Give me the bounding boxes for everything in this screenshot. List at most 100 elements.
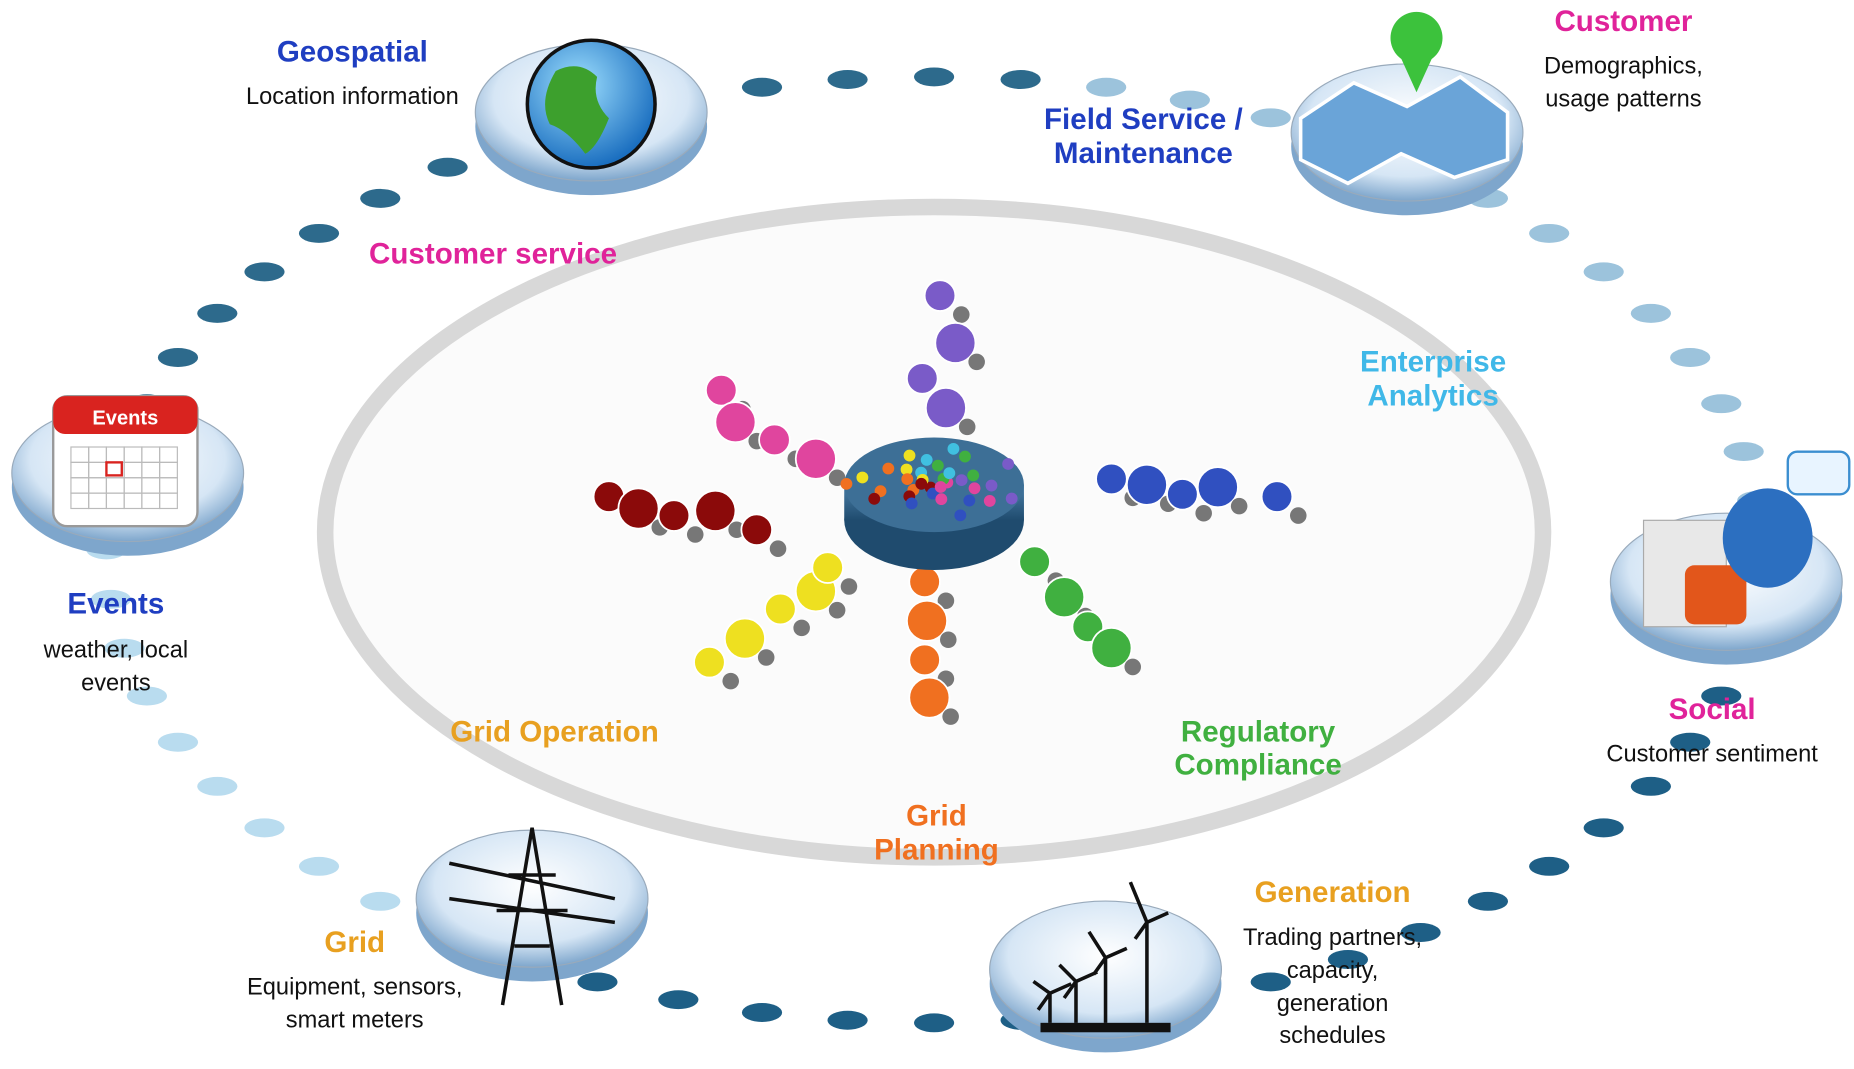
ball bbox=[1096, 464, 1127, 495]
ball bbox=[765, 594, 796, 625]
ball bbox=[715, 402, 755, 442]
ball bbox=[925, 280, 956, 311]
ring-dash bbox=[827, 1011, 867, 1030]
ring-dash bbox=[827, 70, 867, 89]
hub-ball bbox=[901, 473, 913, 485]
ball-small bbox=[1290, 507, 1307, 524]
ring-dash bbox=[1001, 70, 1041, 89]
ring-dash bbox=[244, 818, 284, 837]
hub-ball bbox=[904, 450, 916, 462]
source-description: smart meters bbox=[286, 1008, 424, 1034]
ball bbox=[741, 514, 772, 545]
hub-ball bbox=[969, 482, 981, 494]
hub-ball bbox=[906, 498, 918, 510]
hub-ball bbox=[986, 480, 998, 492]
ball bbox=[706, 375, 737, 406]
hub-ball bbox=[841, 478, 853, 490]
source-title: Events bbox=[67, 588, 164, 621]
hub-ball bbox=[1002, 458, 1014, 470]
ball-small bbox=[770, 540, 787, 557]
hub-ball bbox=[921, 454, 933, 466]
ring-dash bbox=[1584, 818, 1624, 837]
ball bbox=[909, 644, 940, 675]
hub-ball bbox=[954, 509, 966, 521]
hub-ball bbox=[882, 463, 894, 475]
ball-small bbox=[942, 708, 959, 725]
ring-dash bbox=[742, 78, 782, 97]
ring-dash bbox=[197, 777, 237, 796]
ring-dash bbox=[1251, 108, 1291, 127]
function-label: Customer service bbox=[369, 238, 617, 271]
diagram: Events GeospatialLocation informationCus… bbox=[0, 0, 1854, 1069]
function-label: Maintenance bbox=[1054, 137, 1233, 170]
ring-dash bbox=[197, 304, 237, 323]
function-label: Field Service / bbox=[1044, 103, 1243, 136]
ball-small bbox=[940, 631, 957, 648]
wind-ground bbox=[1041, 1023, 1171, 1032]
function-label: Planning bbox=[874, 834, 999, 867]
ring-dash bbox=[742, 1003, 782, 1022]
source-description: capacity, bbox=[1287, 958, 1378, 984]
source-description: events bbox=[81, 671, 151, 697]
ball bbox=[1019, 546, 1050, 577]
ring-dash bbox=[299, 857, 339, 876]
ring-dash bbox=[658, 990, 698, 1009]
ring-dash bbox=[360, 189, 400, 208]
ball bbox=[926, 388, 966, 428]
hub-ball bbox=[984, 495, 996, 507]
source-title: Social bbox=[1669, 693, 1756, 726]
calendar-text: Events bbox=[92, 408, 158, 430]
ring-dash bbox=[244, 262, 284, 281]
ball bbox=[1044, 577, 1084, 617]
ring-dash bbox=[1631, 777, 1671, 796]
page: {"sources": [ {"title": "Geospatial", "d… bbox=[0, 0, 1854, 1069]
source-description: weather, local bbox=[43, 637, 188, 663]
ball bbox=[1262, 481, 1293, 512]
ball-small bbox=[841, 578, 858, 595]
ring-dash bbox=[1724, 442, 1764, 461]
function-label: Enterprise bbox=[1360, 345, 1506, 378]
ball bbox=[725, 618, 765, 658]
source-description: Location information bbox=[246, 84, 459, 110]
ring-dash bbox=[1251, 972, 1291, 991]
hub-ball bbox=[1006, 493, 1018, 505]
hub-ball bbox=[959, 451, 971, 463]
function-label: Regulatory bbox=[1181, 715, 1336, 748]
function-label: Grid bbox=[906, 799, 967, 832]
hub-ball bbox=[956, 474, 968, 486]
bird-icon bbox=[1723, 488, 1813, 587]
ball-small bbox=[829, 602, 846, 619]
ring-dash bbox=[914, 1013, 954, 1032]
ball bbox=[1167, 479, 1198, 510]
ring-dash bbox=[299, 224, 339, 243]
ring-dash bbox=[1631, 304, 1671, 323]
source-description: Trading partners, bbox=[1243, 925, 1422, 951]
ball bbox=[1127, 465, 1167, 505]
ball-small bbox=[1195, 505, 1212, 522]
ring-dash bbox=[1701, 394, 1741, 413]
ring-dash bbox=[427, 158, 467, 177]
ball-small bbox=[758, 649, 775, 666]
ball bbox=[1091, 628, 1131, 668]
ring-dash bbox=[158, 348, 198, 367]
function-label: Analytics bbox=[1367, 380, 1498, 413]
hub-ball bbox=[935, 481, 947, 493]
ball bbox=[909, 566, 940, 597]
hub-ball bbox=[935, 493, 947, 505]
source-description: schedules bbox=[1279, 1023, 1385, 1049]
ring-dash bbox=[914, 67, 954, 86]
source-description: Demographics, bbox=[1544, 53, 1703, 79]
hub-ball bbox=[967, 469, 979, 481]
source-title: Generation bbox=[1255, 876, 1411, 909]
source-title: Grid bbox=[324, 926, 385, 959]
ball bbox=[1198, 467, 1238, 507]
hub-ball bbox=[915, 478, 927, 490]
hub-ball bbox=[943, 467, 955, 479]
hub-ball bbox=[948, 443, 960, 455]
function-label: Grid Operation bbox=[450, 715, 659, 748]
ball-small bbox=[687, 526, 704, 543]
ring-dash bbox=[1529, 224, 1569, 243]
ball bbox=[694, 647, 725, 678]
ball bbox=[907, 363, 938, 394]
hub-ball bbox=[856, 472, 868, 484]
